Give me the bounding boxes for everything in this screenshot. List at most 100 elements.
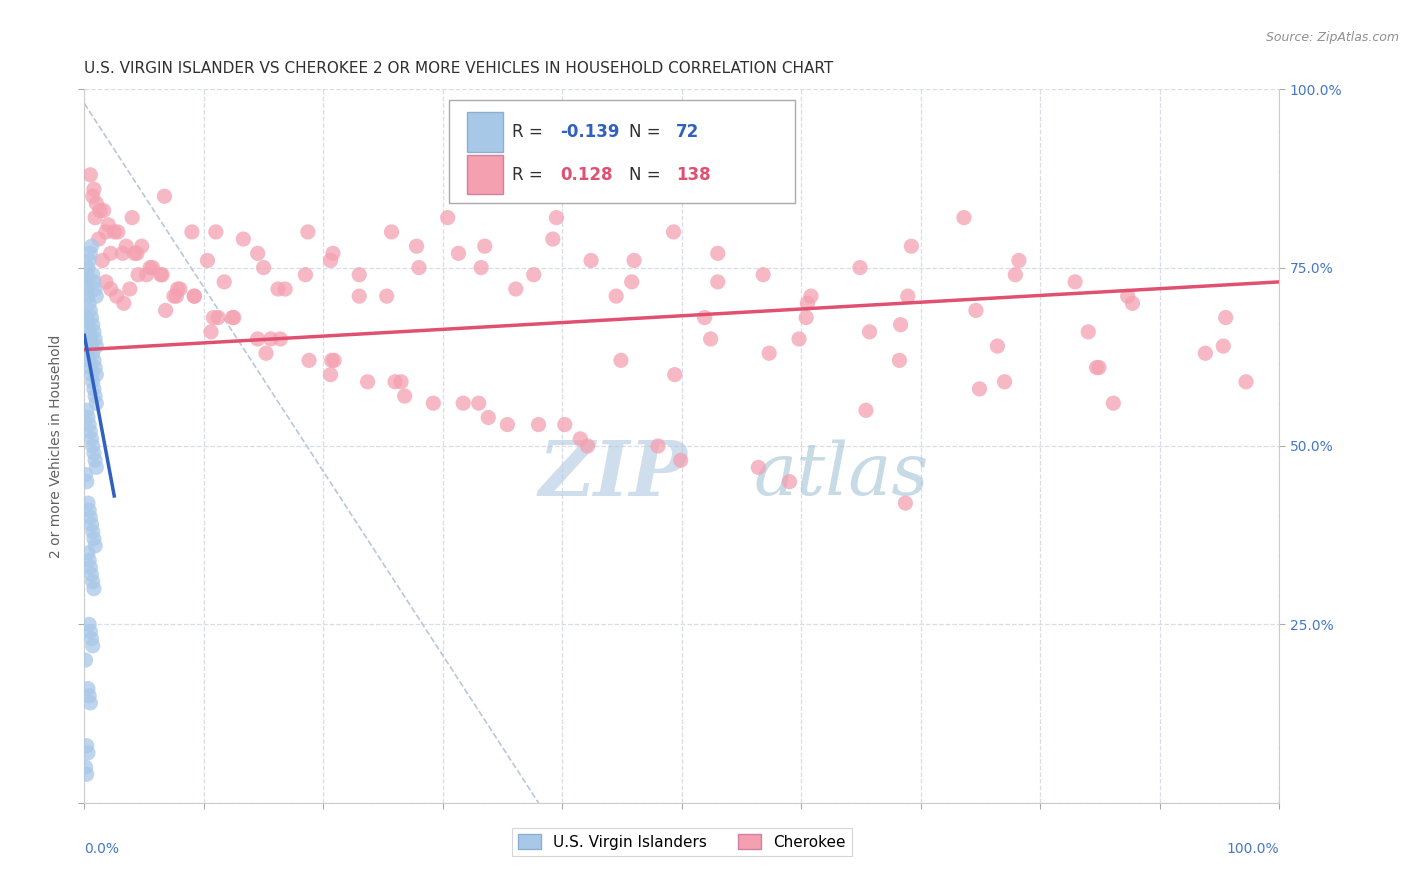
Point: [207, 310, 229, 325]
Point: [699, 332, 721, 346]
Point: [165, 289, 187, 303]
Point: [80, 567, 103, 582]
Point: [205, 225, 228, 239]
Point: [82, 375, 104, 389]
Point: [858, 325, 880, 339]
Text: Source: ZipAtlas.com: Source: ZipAtlas.com: [1265, 31, 1399, 45]
Text: ZIP: ZIP: [538, 438, 688, 511]
Point: [356, 375, 378, 389]
Point: [1194, 346, 1216, 360]
Point: [82, 318, 104, 332]
Point: [77, 689, 100, 703]
Point: [1234, 375, 1257, 389]
Point: [647, 439, 669, 453]
Point: [100, 246, 122, 260]
Point: [83, 353, 105, 368]
Point: [664, 368, 686, 382]
Point: [267, 282, 290, 296]
Point: [496, 417, 519, 432]
Point: [1215, 310, 1237, 325]
Point: [79, 510, 101, 524]
Point: [1064, 275, 1087, 289]
Point: [900, 239, 922, 253]
Point: [94, 275, 117, 289]
Point: [554, 417, 576, 432]
Point: [77, 253, 100, 268]
Point: [139, 260, 162, 275]
Point: [470, 260, 492, 275]
Point: [84, 453, 107, 467]
Point: [436, 211, 458, 225]
Point: [163, 289, 186, 303]
Point: [141, 260, 163, 275]
Point: [855, 403, 877, 417]
Point: [321, 353, 343, 368]
Point: [222, 310, 245, 325]
Point: [94, 225, 117, 239]
Point: [623, 253, 645, 268]
Point: [1088, 360, 1111, 375]
Point: [319, 368, 342, 382]
Point: [349, 289, 371, 303]
Point: [75, 467, 97, 482]
Point: [965, 303, 987, 318]
Point: [953, 211, 976, 225]
Point: [79, 425, 101, 439]
Point: [569, 432, 592, 446]
Point: [389, 375, 412, 389]
Point: [274, 282, 297, 296]
Point: [183, 289, 205, 303]
Text: 138: 138: [676, 166, 710, 184]
Point: [197, 253, 219, 268]
Point: [986, 339, 1008, 353]
Point: [169, 282, 191, 296]
Point: [76, 403, 98, 417]
Point: [77, 681, 100, 696]
Point: [86, 196, 108, 211]
Y-axis label: 2 or more Vehicles in Household: 2 or more Vehicles in Household: [49, 334, 63, 558]
Point: [1077, 325, 1099, 339]
Point: [76, 767, 98, 781]
Point: [76, 332, 98, 346]
Point: [84, 539, 107, 553]
Point: [89, 203, 111, 218]
Point: [323, 353, 346, 368]
Point: [200, 325, 222, 339]
Point: [77, 553, 100, 567]
Point: [394, 389, 416, 403]
FancyBboxPatch shape: [449, 100, 796, 203]
Point: [79, 624, 101, 639]
Point: [477, 410, 499, 425]
Point: [83, 582, 105, 596]
Point: [84, 389, 107, 403]
Text: U.S. VIRGIN ISLANDER VS CHEROKEE 2 OR MORE VEHICLES IN HOUSEHOLD CORRELATION CHA: U.S. VIRGIN ISLANDER VS CHEROKEE 2 OR MO…: [84, 61, 834, 76]
Point: [77, 496, 100, 510]
Point: [758, 346, 780, 360]
Point: [849, 260, 872, 275]
Point: [349, 268, 371, 282]
Point: [254, 346, 277, 360]
Point: [79, 303, 101, 318]
Point: [80, 632, 103, 646]
Text: N =: N =: [630, 123, 666, 141]
Point: [693, 310, 716, 325]
Point: [105, 289, 128, 303]
Point: [149, 268, 172, 282]
Point: [408, 260, 430, 275]
Point: [447, 246, 470, 260]
Point: [375, 289, 398, 303]
Point: [77, 746, 100, 760]
Point: [994, 375, 1017, 389]
Point: [131, 239, 153, 253]
Point: [384, 375, 406, 389]
Point: [77, 546, 100, 560]
Point: [297, 225, 319, 239]
Point: [86, 396, 108, 410]
Point: [221, 310, 243, 325]
Point: [83, 182, 105, 196]
Point: [83, 446, 105, 460]
Point: [794, 310, 817, 325]
Point: [620, 275, 643, 289]
Point: [380, 225, 402, 239]
Point: [579, 253, 602, 268]
